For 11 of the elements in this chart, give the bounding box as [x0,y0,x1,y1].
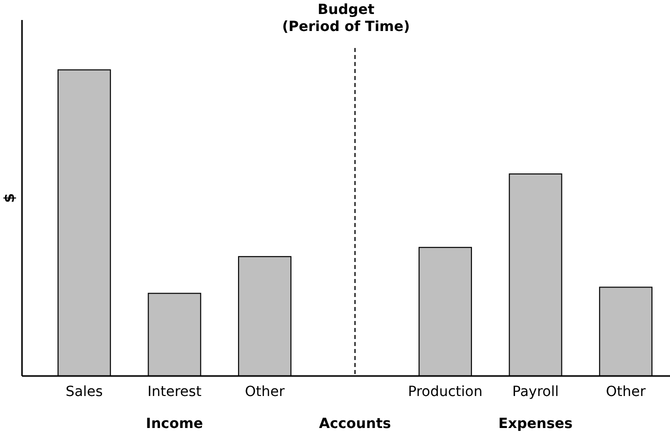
text: Income [146,416,204,432]
chart-title: Budget (Period of Time) [282,2,410,35]
x-tick-label: Production [408,384,482,400]
x-tick-label: Interest [148,384,202,400]
x-tick-label: Other [244,384,285,400]
x-tick-label: Sales [66,384,103,400]
x-tick-label: Payroll [512,384,559,400]
x-tick-label: Other [606,384,646,400]
x-axis-title: Accounts [318,416,392,432]
text: Expenses [498,416,573,432]
y-axis-title: $ [2,193,18,203]
